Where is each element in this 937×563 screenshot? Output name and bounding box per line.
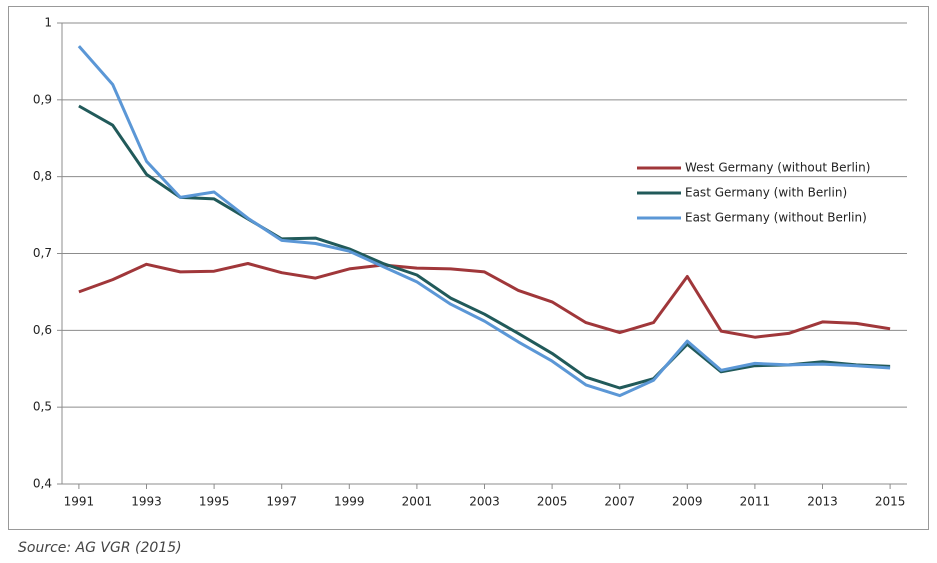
x-tick-label: 2015 [875,495,906,509]
x-tick-label: 2013 [807,495,838,509]
y-tick-label: 0,7 [33,246,52,260]
x-tick-label: 2011 [740,495,771,509]
y-tick-label: 0,8 [33,169,52,183]
x-tick-label: 1993 [131,495,162,509]
legend-label: West Germany (without Berlin) [685,161,870,175]
series-line [77,45,891,398]
x-tick-label: 2005 [537,495,568,509]
series-line [78,104,891,390]
y-tick-label: 0,6 [33,323,52,337]
y-tick-label: 1 [44,16,52,30]
y-tick-label: 0,9 [33,92,52,106]
x-tick-label: 2007 [604,495,635,509]
chart-frame [8,6,929,530]
series-line [78,262,891,339]
x-tick-label: 1995 [199,495,230,509]
x-tick-label: 2003 [469,495,500,509]
y-tick-label: 0,4 [33,477,52,491]
y-tick-label: 0,5 [33,400,52,414]
legend-label: East Germany (with Berlin) [685,186,847,200]
x-tick-label: 2001 [402,495,433,509]
x-tick-label: 2009 [672,495,703,509]
legend-label: East Germany (without Berlin) [685,211,867,225]
x-tick-label: 1999 [334,495,365,509]
x-tick-label: 1997 [266,495,297,509]
x-tick-label: 1991 [64,495,95,509]
source-note: Source: AG VGR (2015) [18,540,182,556]
